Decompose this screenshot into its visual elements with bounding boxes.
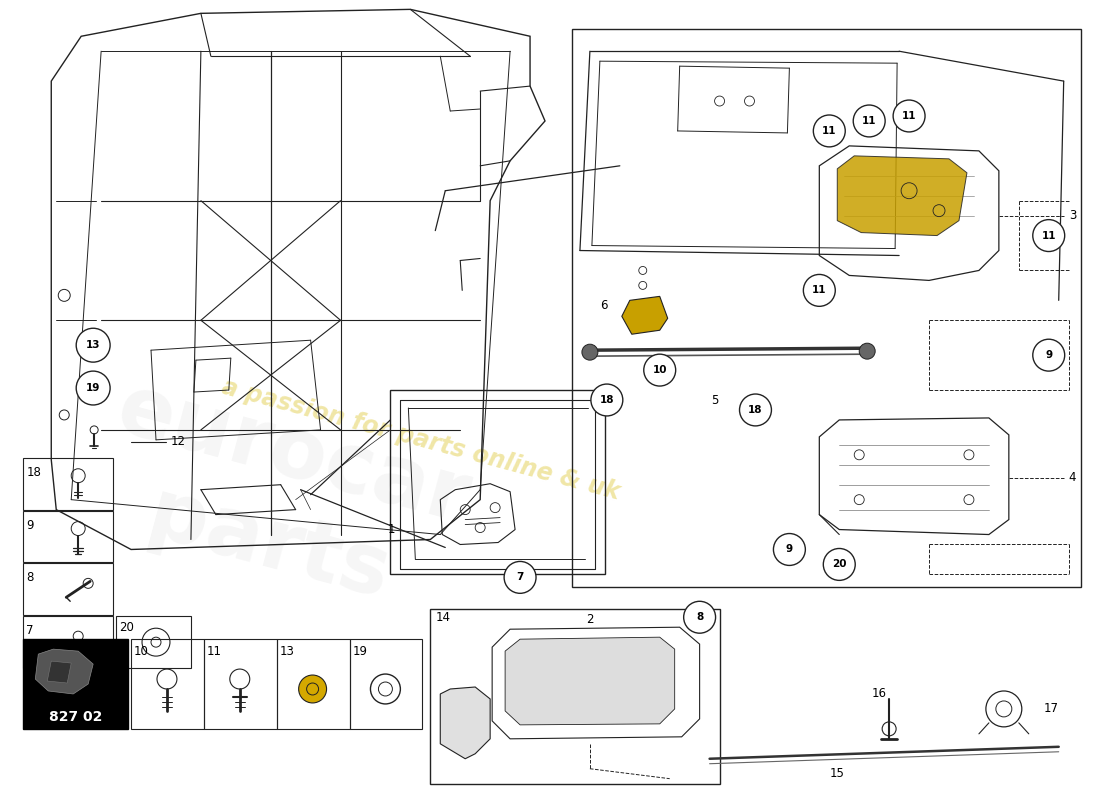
Text: 20: 20 [119,622,134,634]
Circle shape [504,562,536,594]
Text: 4: 4 [1069,471,1076,484]
Text: 9: 9 [1045,350,1053,360]
Circle shape [684,602,716,633]
Circle shape [644,354,675,386]
Circle shape [298,675,327,703]
Bar [23,458,113,510]
Text: 13: 13 [279,645,295,658]
Text: 5: 5 [711,394,718,406]
Text: 18: 18 [600,395,614,405]
Text: eurocar
parts: eurocar parts [84,369,477,631]
Text: 16: 16 [871,687,887,701]
Circle shape [76,328,110,362]
Text: 8: 8 [26,571,34,585]
Bar [23,510,113,562]
Text: 17: 17 [1044,702,1058,715]
Text: 13: 13 [86,340,100,350]
Text: 2: 2 [586,613,594,626]
Text: 7: 7 [26,624,34,638]
Circle shape [739,394,771,426]
Text: 827 02: 827 02 [48,710,102,724]
Circle shape [803,274,835,306]
Bar [117,616,191,668]
Bar [23,616,113,668]
Text: 1: 1 [388,523,395,536]
Circle shape [1033,339,1065,371]
Text: a passion for parts online & uk: a passion for parts online & uk [219,375,623,505]
Circle shape [582,344,598,360]
Circle shape [823,549,855,580]
Text: 19: 19 [86,383,100,393]
Text: 11: 11 [902,111,916,121]
Polygon shape [621,296,668,334]
Text: 9: 9 [26,518,34,531]
Text: 20: 20 [832,559,847,570]
Text: 19: 19 [352,645,367,658]
Text: 10: 10 [652,365,667,375]
Bar [23,563,113,615]
Text: 12: 12 [170,435,186,448]
Polygon shape [35,649,94,694]
Text: 6: 6 [601,299,608,312]
Circle shape [591,384,623,416]
Text: 11: 11 [812,286,826,295]
Bar [131,639,204,729]
Polygon shape [837,156,967,235]
Circle shape [859,343,876,359]
Text: 9: 9 [785,545,793,554]
Text: 18: 18 [26,466,41,478]
Text: 3: 3 [1069,209,1076,222]
Circle shape [76,371,110,405]
Bar [572,30,1080,587]
Circle shape [813,115,845,147]
Bar [350,639,422,729]
Circle shape [854,105,886,137]
Circle shape [773,534,805,566]
Text: 11: 11 [862,116,877,126]
Text: 11: 11 [207,645,222,658]
Text: 10: 10 [134,645,148,658]
Circle shape [893,100,925,132]
Text: 8: 8 [696,612,703,622]
Text: 15: 15 [829,767,844,780]
Text: 7: 7 [516,572,524,582]
Text: 11: 11 [1042,230,1056,241]
Bar [390,390,605,574]
Polygon shape [47,661,72,683]
Text: 14: 14 [436,610,450,624]
Bar [277,639,350,729]
Text: 18: 18 [748,405,762,415]
Text: 11: 11 [822,126,836,136]
Bar [430,610,719,784]
Circle shape [1033,220,1065,251]
Bar [23,639,128,729]
Polygon shape [505,637,674,725]
Bar [204,639,277,729]
Polygon shape [440,687,491,758]
